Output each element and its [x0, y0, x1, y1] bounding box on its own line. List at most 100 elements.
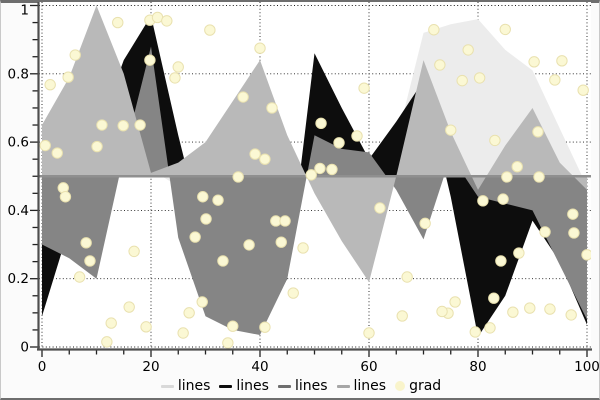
legend-label: lines — [294, 378, 328, 394]
scatter-point — [275, 236, 287, 248]
scatter-point — [434, 59, 446, 71]
legend-line-swatch-icon — [336, 384, 350, 388]
scatter-point — [197, 191, 209, 203]
scatter-point — [374, 202, 386, 214]
scatter-point — [140, 321, 152, 333]
scatter-point — [477, 195, 489, 207]
scatter-point — [73, 271, 86, 283]
scatter-point — [128, 245, 140, 258]
scatter-point — [488, 292, 500, 304]
scatter-point — [567, 208, 579, 220]
scatter-point — [279, 215, 291, 227]
scatter-point — [134, 119, 146, 131]
scatter-point — [565, 309, 577, 321]
scatter-point — [69, 49, 81, 61]
x-tick-label: 20 — [142, 359, 159, 375]
legend-line-swatch-icon — [277, 384, 291, 388]
legend-item-grad: grad — [395, 379, 441, 393]
scatter-point — [358, 82, 370, 94]
scatter-point — [44, 79, 56, 91]
x-tick-label: 0 — [38, 359, 47, 375]
legend-item-lines: lines — [160, 378, 211, 394]
scatter-point — [189, 231, 201, 243]
scatter-point — [96, 119, 108, 131]
scatter-point — [556, 55, 568, 67]
scatter-point — [539, 226, 551, 238]
scatter-point — [577, 84, 589, 96]
scatter-point — [237, 91, 249, 103]
scatter-point — [419, 217, 431, 230]
scatter-point — [169, 72, 181, 84]
legend-line-swatch-icon — [160, 384, 174, 388]
x-tick-label: 40 — [251, 359, 268, 375]
scatter-point — [495, 255, 507, 267]
scatter-point — [123, 301, 135, 313]
legend-item-lines: lines — [219, 379, 269, 393]
scatter-point — [200, 213, 212, 225]
scatter-point — [401, 271, 413, 283]
scatter-point — [254, 42, 266, 54]
legend-item-lines: lines — [277, 378, 328, 394]
scatter-point — [456, 74, 468, 87]
scatter-point — [39, 139, 51, 152]
y-tick-label: 0.6 — [8, 135, 29, 151]
scatter-point — [507, 306, 519, 318]
scatter-point — [117, 120, 129, 132]
scatter-point — [232, 171, 244, 183]
scatter-point — [243, 239, 255, 251]
scatter-point — [351, 130, 363, 142]
scatter-point — [363, 327, 375, 339]
scatter-point — [183, 307, 195, 319]
x-tick-label: 80 — [469, 359, 486, 375]
legend-line-swatch-icon — [219, 384, 233, 388]
area-series-3 — [42, 46, 587, 336]
scatter-point — [259, 153, 271, 165]
scatter-point — [101, 336, 113, 348]
scatter-point — [315, 117, 327, 130]
plot-inner — [39, 2, 591, 349]
y-tick-label: 1 — [20, 3, 29, 19]
scatter-point — [473, 72, 486, 84]
scatter-point — [212, 194, 224, 206]
legend-label: grad — [409, 378, 442, 394]
legend-dot-swatch-icon — [395, 381, 406, 391]
legend-label: lines — [353, 378, 387, 394]
scatter-point — [80, 237, 92, 249]
scatter-point — [204, 24, 216, 36]
scatter-point — [568, 227, 580, 239]
scatter-point — [266, 102, 278, 114]
legend-item-lines: lines — [336, 378, 387, 394]
y-tick-label: 0.8 — [8, 66, 29, 82]
scatter-point — [489, 134, 501, 147]
legend-label: lines — [177, 378, 211, 394]
scatter-point — [297, 242, 309, 254]
scatter-point — [499, 23, 511, 36]
legend-label: lines — [236, 378, 269, 394]
scatter-point — [62, 71, 74, 83]
scatter-point — [469, 326, 481, 338]
scatter-point — [105, 317, 117, 329]
scatter-point — [217, 255, 229, 267]
scatter-point — [436, 305, 448, 318]
scatter-point — [287, 287, 299, 299]
scatter-point — [533, 171, 545, 183]
scatter-point — [314, 162, 326, 175]
scatter-point — [227, 320, 239, 332]
scatter-point — [112, 16, 124, 29]
scatter-point — [161, 15, 173, 27]
scatter-point — [549, 74, 561, 86]
scatter-point — [445, 124, 457, 136]
scatter-point — [144, 54, 156, 66]
y-tick-label: 0.2 — [8, 271, 29, 287]
scatter-point — [511, 160, 523, 173]
scatter-point — [544, 303, 556, 315]
scatter-point — [497, 193, 509, 205]
x-tick-label: 100 — [574, 359, 600, 375]
x-tick-label: 60 — [360, 359, 377, 375]
scatter-point — [326, 163, 338, 176]
scatter-point — [528, 56, 540, 68]
scatter-point — [84, 255, 96, 267]
y-tick-label: 0 — [20, 340, 29, 356]
